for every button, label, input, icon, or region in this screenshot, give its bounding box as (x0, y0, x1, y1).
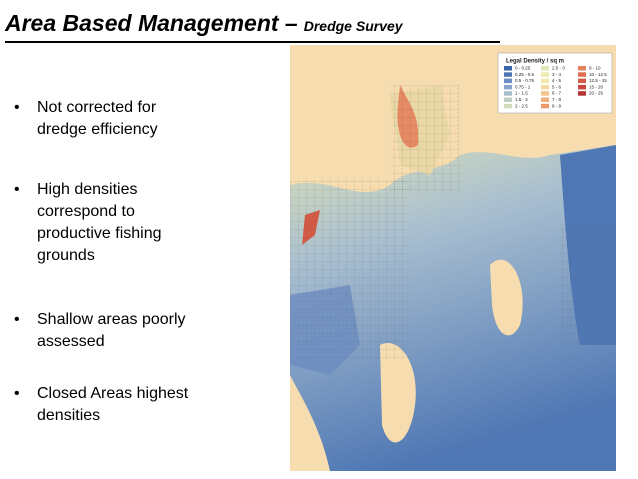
legend-label: 0.25 - 0.5 (515, 72, 535, 77)
survey-grid (560, 225, 616, 345)
density-map: Legal Density / sq m0 - 0.250.25 - 0.50.… (290, 45, 616, 471)
legend-label: 12.5 - 15 (589, 78, 607, 83)
bullet-dot: • (14, 181, 20, 198)
bullet: • High densities correspond to productive f… (14, 179, 162, 267)
legend-label: 0.75 - 1 (515, 84, 531, 89)
legend-swatch (504, 91, 512, 96)
island (490, 259, 523, 336)
legend-label: 2.5 - 3 (552, 65, 565, 70)
title-text: Area Based Management – (5, 10, 298, 36)
survey-grid (390, 85, 460, 195)
legend-box (497, 52, 613, 114)
legend-title: Legal Density / sq m (506, 59, 564, 65)
bullet-text: grounds (37, 247, 95, 264)
bullet-dot: • (14, 385, 20, 402)
bullet-text: assessed (37, 333, 105, 350)
legend-label: 0 - 0.25 (515, 65, 531, 70)
legend-swatch (541, 66, 549, 71)
legend-label: 6 - 7 (552, 91, 562, 96)
title-underline (5, 41, 500, 43)
legend-swatch (504, 72, 512, 77)
legend-label: 3 - 4 (552, 72, 562, 77)
legend-label: 7 - 8 (552, 97, 562, 102)
legend-swatch (541, 84, 549, 90)
legend-label: 20 - 25 (589, 91, 604, 96)
legend-swatch (541, 78, 549, 84)
legend-label: 15 - 20 (589, 84, 604, 89)
bullet: • Shallow areas poorly assessed (14, 309, 186, 353)
legend-label: 9 - 10 (589, 65, 601, 70)
legend-swatch (578, 91, 586, 96)
legend-swatch (504, 103, 512, 109)
legend-label: 0.5 - 0.75 (515, 78, 535, 83)
legend-swatch (578, 66, 586, 71)
legend-swatch (504, 84, 512, 90)
bullet-dot: • (14, 311, 20, 328)
legend-swatch (541, 91, 549, 96)
legend-label: 1.5 - 2 (515, 97, 528, 102)
legend-swatch (504, 78, 512, 84)
bullet-text: productive fishing (37, 225, 162, 242)
bullet-text: Shallow areas poorly (37, 311, 186, 328)
legend-label: 5 - 6 (552, 84, 562, 89)
legend-label: 2 - 2.5 (515, 103, 528, 108)
bullet-text: Closed Areas highest (37, 385, 189, 402)
legend-swatch (541, 72, 549, 77)
legend-label: 4 - 5 (552, 78, 562, 83)
survey-grid (290, 180, 410, 360)
bullet-text: dredge efficiency (37, 121, 158, 138)
bullet-text: correspond to (37, 203, 135, 220)
legend: Legal Density / sq m0 - 0.250.25 - 0.50.… (497, 52, 613, 114)
legend-swatch (578, 84, 586, 90)
island (380, 343, 416, 443)
bullet: • Closed Areas highest densities (14, 383, 188, 427)
legend-swatch (504, 66, 512, 71)
bullet-text: High densities (37, 181, 138, 198)
legend-swatch (541, 97, 549, 102)
legend-swatch (541, 103, 549, 109)
bullet-dot: • (14, 99, 20, 116)
legend-label: 10 - 12.5 (589, 72, 607, 77)
bullet: • Not corrected for dredge efficiency (14, 97, 158, 141)
subtitle: Dredge Survey (303, 18, 403, 34)
legend-swatch (504, 97, 512, 102)
title: Area Based Management – Dredge Survey (5, 10, 403, 37)
legend-swatch (578, 72, 586, 77)
legend-swatch (578, 78, 586, 84)
bullet-text: Not corrected for (37, 99, 157, 116)
bullet-text: densities (37, 407, 101, 424)
legend-label: 8 - 9 (552, 103, 562, 108)
legend-label: 1 - 1.5 (515, 91, 528, 96)
